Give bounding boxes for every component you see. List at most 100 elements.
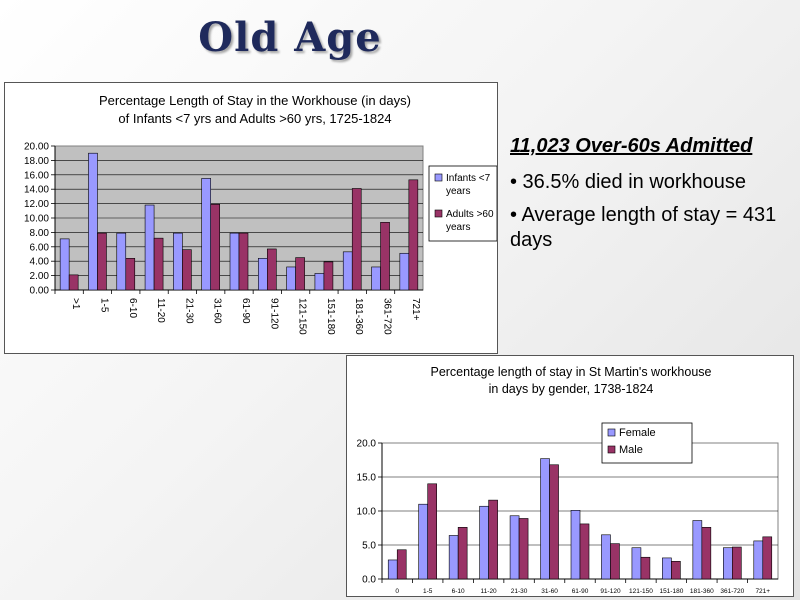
chart2-xtick-label: 361-720 (720, 588, 744, 595)
chart2-bar-female-2 (448, 535, 459, 580)
chart1-bar-adults-60-years-8 (295, 257, 305, 291)
chart1-bar-adults-60-years-4 (182, 249, 192, 291)
chart2-subtitle: in days by gender, 1738-1824 (489, 382, 654, 396)
chart1-bar-adults-60-years-9 (323, 261, 334, 291)
chart1-ytick-label: 12.00 (24, 199, 49, 210)
chart2-legend-swatch (607, 428, 616, 437)
chart1-bar-infants-7-years-2 (116, 232, 127, 291)
chart2-bar-male-2 (457, 527, 468, 580)
chart2-bar-female-4 (509, 515, 520, 580)
chart1-bar-adults-60-years-11 (380, 222, 390, 291)
chart2-bar-male-3 (488, 499, 498, 580)
chart1-xtick-label: 1-5 (98, 298, 109, 313)
chart1-xtick-label: 91-120 (268, 298, 279, 330)
chart1-bar-adults-60-years-12 (408, 179, 419, 291)
chart1-legend-label: Infants <7 (446, 173, 491, 184)
chart1-ytick-label: 10.00 (24, 214, 49, 225)
bullet-average-stay: • Average length of stay = 431 days (510, 204, 777, 251)
chart1-bar-infants-7-years-9 (314, 273, 325, 291)
chart2-bar-male-1 (427, 483, 437, 580)
chart2-legend (601, 422, 693, 464)
chart2-bar-female-7 (601, 534, 611, 580)
chart-stay-by-gender: Percentage length of stay in St Martin's… (346, 355, 794, 597)
chart1-bar-adults-60-years-3 (153, 237, 164, 291)
chart1-xtick-label: 361-720 (382, 298, 393, 335)
chart2-xtick-label: 91-120 (600, 588, 621, 595)
chart1-ytick-label: 14.00 (24, 185, 49, 196)
chart1-xtick-label: 721+ (410, 298, 421, 321)
chart2-ytick-label: 10.0 (357, 507, 377, 518)
chart1-xtick-label: 21-30 (183, 298, 194, 324)
chart2-ytick-label: 20.0 (357, 439, 377, 450)
chart2-bar-male-11 (732, 546, 742, 580)
chart1-bar-adults-60-years-2 (125, 258, 136, 291)
chart1-legend-swatch (434, 173, 443, 182)
chart1-xtick-label: 61-90 (240, 298, 251, 324)
chart1-subtitle: of Infants <7 yrs and Adults >60 yrs, 17… (118, 111, 391, 126)
chart2-xtick-label: 181-360 (690, 588, 714, 595)
chart2-ytick-label: 5.0 (362, 541, 376, 552)
chart2-title: Percentage length of stay in St Martin's… (430, 365, 711, 379)
chart2-ytick-label: 0.0 (362, 575, 376, 586)
chart1-legend-swatch (434, 209, 443, 218)
chart1-bar-infants-7-years-6 (229, 232, 240, 291)
chart1-bar-adults-60-years-6 (238, 232, 249, 291)
chart2-bar-female-8 (631, 547, 642, 580)
chart2-bar-male-8 (640, 556, 651, 580)
chart1-legend-label: Adults >60 (446, 209, 494, 220)
chart2-bar-male-5 (549, 464, 559, 580)
chart2-xtick-label: 121-150 (629, 588, 653, 595)
chart1-bar-infants-7-years-0 (59, 238, 70, 291)
chart1-bar-infants-7-years-11 (371, 266, 381, 291)
chart2-bar-male-0 (396, 549, 407, 580)
chart2-bar-female-10 (692, 520, 703, 580)
chart1-bar-infants-7-years-4 (173, 232, 183, 291)
chart2-svg: Percentage length of stay in St Martin's… (357, 365, 779, 595)
chart1-ytick-label: 18.00 (24, 156, 49, 167)
chart1-xtick-label: 6-10 (127, 298, 138, 318)
chart2-bar-male-10 (701, 527, 712, 580)
chart1-ytick-label: 20.00 (24, 142, 49, 153)
chart2-xtick-label: 1-5 (423, 588, 433, 595)
slide-title: Old Age (198, 14, 382, 61)
chart2-ytick-label: 15.0 (357, 473, 377, 484)
chart2-bar-male-12 (762, 536, 773, 580)
chart2-bar-female-3 (479, 505, 489, 580)
chart2-xtick-label: 11-20 (481, 588, 498, 595)
chart1-bar-adults-60-years-1 (97, 232, 107, 291)
chart1-ytick-label: 16.00 (24, 170, 49, 181)
chart2-xtick-label: 31-60 (541, 588, 558, 595)
chart2-bar-female-5 (540, 458, 550, 580)
chart1-title: Percentage Length of Stay in the Workhou… (99, 93, 411, 108)
chart1-bar-adults-60-years-10 (351, 188, 362, 291)
chart1-xtick-label: 181-360 (353, 298, 364, 335)
chart2-xtick-label: 721+ (755, 588, 770, 595)
chart2-xtick-label: 151-180 (659, 588, 683, 595)
chart1-bar-infants-7-years-1 (88, 152, 98, 291)
chart1-ytick-label: 0.00 (30, 286, 50, 297)
chart2-legend-swatch (607, 445, 616, 454)
chart2-bar-male-6 (579, 523, 590, 580)
chart2-bar-female-0 (387, 559, 398, 580)
chart2-bar-male-9 (671, 561, 681, 580)
chart2-bar-female-12 (753, 540, 764, 580)
chart1-bar-adults-60-years-5 (210, 204, 220, 291)
chart2-bar-male-7 (610, 543, 620, 580)
chart1-bar-infants-7-years-5 (201, 178, 211, 291)
chart1-ytick-label: 6.00 (30, 242, 50, 253)
chart2-xtick-label: 21-30 (511, 588, 528, 595)
chart2-legend-label: Male (619, 444, 643, 456)
chart1-ytick-label: 8.00 (30, 228, 50, 239)
bullet-heading: 11,023 Over-60s Admitted (510, 135, 753, 157)
chart1-xtick-label: 11-20 (155, 298, 166, 323)
chart2-xtick-label: 61-90 (572, 588, 589, 595)
chart1-bar-infants-7-years-8 (286, 266, 296, 291)
chart2-bar-female-6 (570, 510, 581, 580)
chart1-xtick-label: 151-180 (325, 298, 336, 335)
chart1-xtick-label: 121-150 (297, 298, 308, 335)
chart2-bar-female-9 (662, 557, 672, 580)
chart-stay-infants-adults: Percentage Length of Stay in the Workhou… (4, 82, 498, 354)
chart1-bar-infants-7-years-10 (342, 251, 353, 291)
chart1-svg: Percentage Length of Stay in the Workhou… (24, 93, 497, 335)
chart1-bar-infants-7-years-7 (258, 258, 268, 291)
